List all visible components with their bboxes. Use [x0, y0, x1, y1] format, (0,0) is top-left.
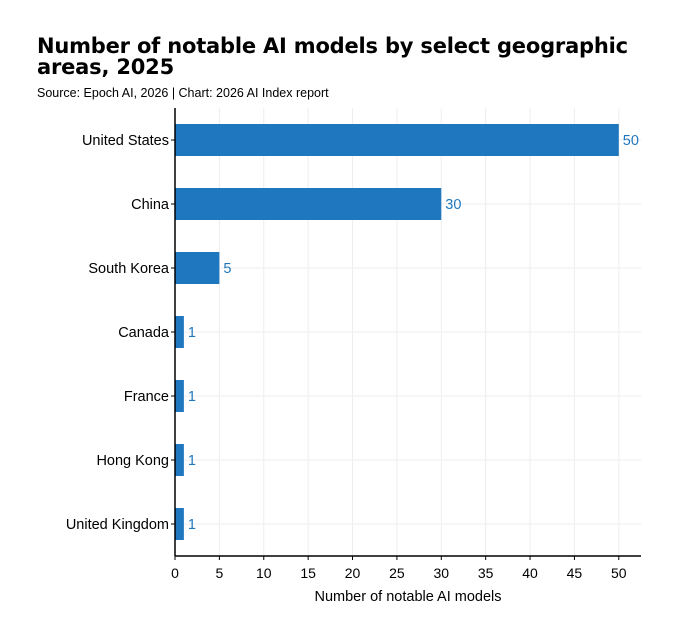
x-tick-label: 30 — [433, 565, 449, 581]
category-labels: United States China South Korea Canada Franc… — [66, 133, 170, 533]
x-tick-label: 15 — [300, 565, 316, 581]
tick-labels: 0 5 10 15 20 25 30 35 40 45 50 — [171, 139, 627, 581]
data-label: 1 — [188, 389, 196, 405]
x-tick-label: 50 — [611, 565, 627, 581]
category-label: China — [131, 197, 170, 213]
x-axis-label: Number of notable AI models — [315, 589, 502, 605]
bars — [175, 124, 619, 540]
data-label: 5 — [223, 261, 231, 277]
category-label: France — [124, 389, 169, 405]
category-label: United Kingdom — [66, 517, 169, 533]
category-label: Canada — [118, 325, 170, 341]
x-tick-label: 35 — [478, 565, 494, 581]
x-tick-label: 25 — [389, 565, 405, 581]
x-tick-label: 0 — [171, 565, 179, 581]
category-label: South Korea — [88, 261, 170, 277]
data-label: 1 — [188, 453, 196, 469]
bar — [175, 316, 184, 348]
x-tick-label: 10 — [256, 565, 272, 581]
bar — [175, 380, 184, 412]
x-tick-label: 20 — [345, 565, 361, 581]
bar — [175, 252, 220, 284]
data-label: 1 — [188, 325, 196, 341]
bar — [175, 124, 619, 156]
bar — [175, 444, 184, 476]
grid-lines — [174, 108, 641, 556]
data-labels: 50 30 5 1 1 1 1 — [188, 133, 639, 533]
category-label: United States — [82, 133, 169, 149]
category-label: Hong Kong — [96, 453, 169, 469]
chart-title: Number of notable AI models by select ge… — [37, 34, 628, 79]
chart-subtitle: Source: Epoch AI, 2026 | Chart: 2026 AI … — [37, 86, 329, 100]
bar — [175, 188, 442, 220]
x-tick-label: 45 — [567, 565, 583, 581]
data-label: 30 — [445, 197, 461, 213]
x-tick-label: 5 — [215, 565, 223, 581]
x-tick-label: 40 — [522, 565, 538, 581]
bar — [175, 508, 184, 540]
data-label: 50 — [623, 133, 639, 149]
data-label: 1 — [188, 517, 196, 533]
